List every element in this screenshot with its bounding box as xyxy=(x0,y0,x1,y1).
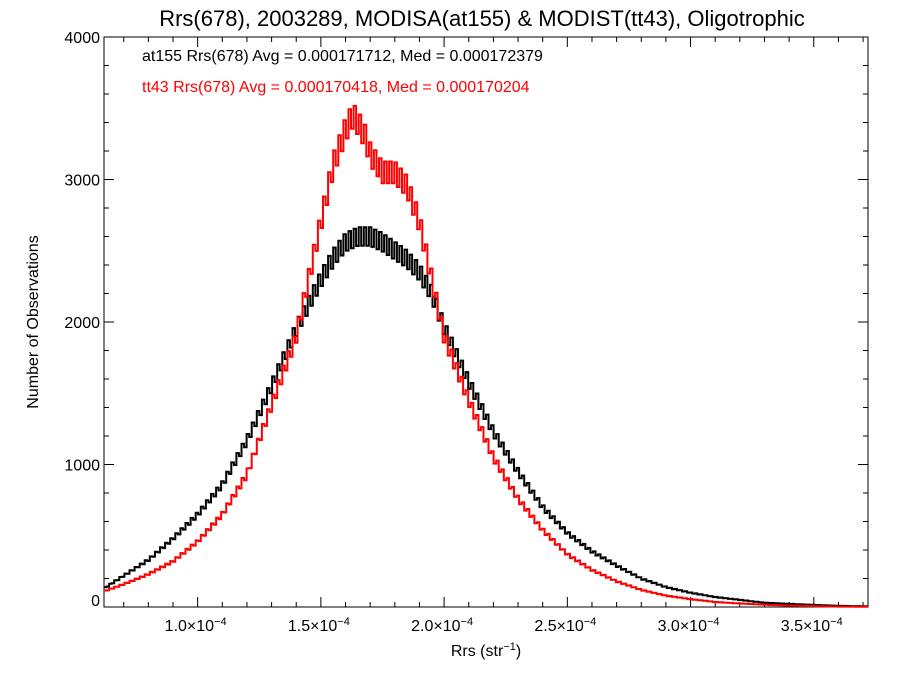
x-tick-label: 2.0×10−4 xyxy=(411,616,473,635)
x-tick-label: 3.5×10−4 xyxy=(781,616,843,635)
x-tick-mantissa: 1.0×10 xyxy=(165,618,214,635)
x-tick-mantissa: 2.0×10 xyxy=(411,618,460,635)
x-tick-exponent: −4 xyxy=(584,616,597,628)
y-tick-label: 3000 xyxy=(64,173,100,190)
x-tick-mantissa: 1.5×10 xyxy=(288,618,337,635)
x-axis-label: Rrs (str−1) xyxy=(451,641,521,660)
x-tick-label: 1.5×10−4 xyxy=(288,616,350,635)
annotation-tt43: tt43 Rrs(678) Avg = 0.000170418, Med = 0… xyxy=(142,79,530,96)
y-tick-label: 2000 xyxy=(64,315,100,332)
y-tick-label: 4000 xyxy=(64,30,100,47)
series-line-tt43 xyxy=(104,104,868,608)
series-layer xyxy=(104,104,868,608)
x-tick-exponent: −4 xyxy=(337,616,350,628)
x-axis-label-text: Rrs (str xyxy=(451,643,504,660)
y-tick-label: 0 xyxy=(91,593,100,610)
x-tick-exponent: −4 xyxy=(461,616,474,628)
x-axis-label-exponent: −1 xyxy=(503,641,516,653)
x-tick-exponent: −4 xyxy=(707,616,720,628)
x-tick-label: 1.0×10−4 xyxy=(165,616,227,635)
x-tick-mantissa: 2.5×10 xyxy=(534,618,583,635)
y-axis-label: Number of Observations xyxy=(25,235,42,408)
x-tick-exponent: −4 xyxy=(214,616,227,628)
x-tick-exponent: −4 xyxy=(830,616,843,628)
annotation-at155: at155 Rrs(678) Avg = 0.000171712, Med = … xyxy=(142,48,543,65)
chart-title: Rrs(678), 2003289, MODISA(at155) & MODIS… xyxy=(159,6,805,31)
x-axis-label-close: ) xyxy=(516,643,521,660)
series-line-at155 xyxy=(104,226,868,608)
x-tick-label: 2.5×10−4 xyxy=(534,616,596,635)
x-tick-label: 3.0×10−4 xyxy=(658,616,720,635)
x-tick-mantissa: 3.0×10 xyxy=(658,618,707,635)
x-tick-mantissa: 3.5×10 xyxy=(781,618,830,635)
y-tick-label: 1000 xyxy=(64,458,100,475)
